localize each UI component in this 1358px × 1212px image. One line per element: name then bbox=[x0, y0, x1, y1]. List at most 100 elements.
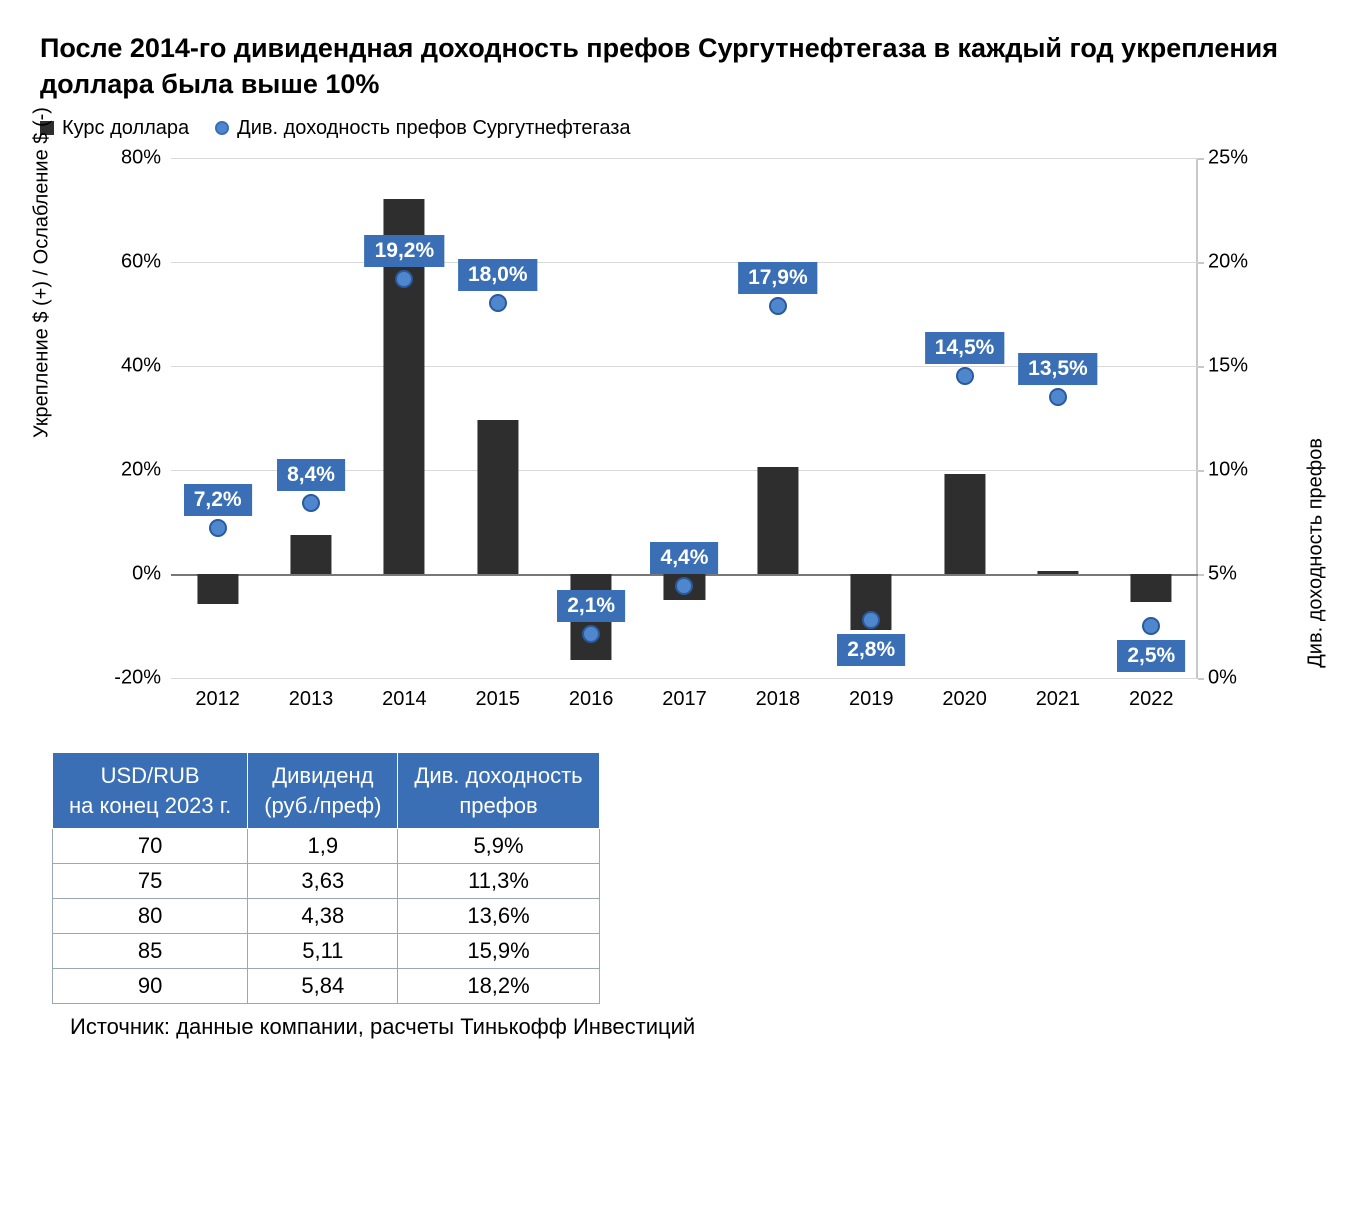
legend-item-bar: Курс доллара bbox=[40, 117, 189, 140]
bar bbox=[477, 420, 518, 573]
data-label: 2,1% bbox=[557, 590, 625, 622]
legend-item-point: Див. доходность префов Сургутнефтегаза bbox=[215, 117, 630, 140]
bar bbox=[197, 574, 238, 604]
ytick-left: 20% bbox=[101, 458, 171, 481]
category: 14,5%2020 bbox=[918, 158, 1011, 678]
data-label: 17,9% bbox=[738, 262, 818, 294]
data-label: 2,5% bbox=[1117, 640, 1185, 672]
right-tick-mark bbox=[1198, 470, 1204, 472]
table-cell: 5,84 bbox=[248, 969, 398, 1004]
right-tick-mark bbox=[1198, 262, 1204, 264]
ytick-left: 0% bbox=[101, 562, 171, 585]
table-cell: 5,9% bbox=[398, 829, 599, 864]
data-point bbox=[395, 270, 413, 288]
legend-label-bar: Курс доллара bbox=[62, 117, 189, 140]
data-label: 2,8% bbox=[837, 634, 905, 666]
x-tick-label: 2017 bbox=[638, 678, 731, 711]
table-cell: 3,63 bbox=[248, 864, 398, 899]
bar bbox=[290, 535, 331, 574]
ytick-right: 0% bbox=[1198, 666, 1268, 689]
table-cell: 18,2% bbox=[398, 969, 599, 1004]
right-tick-mark bbox=[1198, 574, 1204, 576]
scenario-table: USD/RUBна конец 2023 г.Дивиденд(руб./пре… bbox=[52, 752, 600, 1004]
x-tick-label: 2012 bbox=[171, 678, 264, 711]
chart: Укрепление $ (+) / Ослабление $ (-) Див.… bbox=[40, 158, 1318, 718]
table-row: 855,1115,9% bbox=[53, 934, 600, 969]
data-point bbox=[769, 297, 787, 315]
table-row: 804,3813,6% bbox=[53, 899, 600, 934]
dot-swatch-icon bbox=[215, 121, 229, 135]
bar bbox=[944, 474, 985, 574]
table-cell: 4,38 bbox=[248, 899, 398, 934]
data-label: 13,5% bbox=[1018, 353, 1098, 385]
table-cell: 75 bbox=[53, 864, 248, 899]
data-point bbox=[956, 367, 974, 385]
bar bbox=[1037, 571, 1078, 574]
category: 4,4%2017 bbox=[638, 158, 731, 678]
legend-label-point: Див. доходность префов Сургутнефтегаза bbox=[237, 117, 630, 140]
data-point bbox=[1142, 617, 1160, 635]
table-cell: 80 bbox=[53, 899, 248, 934]
x-tick-label: 2022 bbox=[1105, 678, 1198, 711]
table-cell: 15,9% bbox=[398, 934, 599, 969]
ytick-right: 25% bbox=[1198, 146, 1268, 169]
x-tick-label: 2021 bbox=[1011, 678, 1104, 711]
ytick-right: 15% bbox=[1198, 354, 1268, 377]
chart-title: После 2014-го дивидендная доходность пре… bbox=[40, 30, 1318, 103]
x-tick-label: 2018 bbox=[731, 678, 824, 711]
x-tick-label: 2020 bbox=[918, 678, 1011, 711]
data-label: 14,5% bbox=[925, 332, 1005, 364]
category: 17,9%2018 bbox=[731, 158, 824, 678]
category: 8,4%2013 bbox=[264, 158, 357, 678]
legend: Курс доллара Див. доходность префов Сург… bbox=[40, 117, 1318, 140]
bar bbox=[757, 467, 798, 574]
ytick-right: 20% bbox=[1198, 250, 1268, 273]
ytick-left: 80% bbox=[101, 146, 171, 169]
table-cell: 11,3% bbox=[398, 864, 599, 899]
table-cell: 13,6% bbox=[398, 899, 599, 934]
ytick-left: 60% bbox=[101, 250, 171, 273]
category: 7,2%2012 bbox=[171, 158, 264, 678]
table-cell: 85 bbox=[53, 934, 248, 969]
right-tick-mark bbox=[1198, 158, 1204, 160]
x-tick-label: 2019 bbox=[825, 678, 918, 711]
x-tick-label: 2013 bbox=[264, 678, 357, 711]
category: 19,2%2014 bbox=[358, 158, 451, 678]
y-axis-left-title: Укрепление $ (+) / Ослабление $ (-) bbox=[31, 107, 54, 438]
data-label: 4,4% bbox=[651, 542, 719, 574]
data-label: 7,2% bbox=[184, 484, 252, 516]
table-cell: 1,9 bbox=[248, 829, 398, 864]
ytick-left: -20% bbox=[101, 666, 171, 689]
source-note: Источник: данные компании, расчеты Тиньк… bbox=[70, 1014, 1318, 1040]
table-header-cell: Дивиденд(руб./преф) bbox=[248, 752, 398, 828]
table-header-cell: Див. доходностьпрефов bbox=[398, 752, 599, 828]
plot-area: -20%0%0%5%20%10%40%15%60%20%80%25%7,2%20… bbox=[170, 158, 1198, 678]
ytick-left: 40% bbox=[101, 354, 171, 377]
table-header-cell: USD/RUBна конец 2023 г. bbox=[53, 752, 248, 828]
data-point bbox=[209, 519, 227, 537]
data-label: 19,2% bbox=[365, 235, 445, 267]
x-tick-label: 2016 bbox=[544, 678, 637, 711]
ytick-right: 5% bbox=[1198, 562, 1268, 585]
right-tick-mark bbox=[1198, 366, 1204, 368]
category: 18,0%2015 bbox=[451, 158, 544, 678]
data-label: 18,0% bbox=[458, 259, 538, 291]
data-point bbox=[862, 611, 880, 629]
ytick-right: 10% bbox=[1198, 458, 1268, 481]
data-point bbox=[302, 494, 320, 512]
data-point bbox=[489, 294, 507, 312]
table-row: 701,95,9% bbox=[53, 829, 600, 864]
x-tick-label: 2014 bbox=[358, 678, 451, 711]
table-cell: 5,11 bbox=[248, 934, 398, 969]
y-axis-right-title: Див. доходность префов bbox=[1305, 438, 1328, 668]
table-row: 753,6311,3% bbox=[53, 864, 600, 899]
table-row: 905,8418,2% bbox=[53, 969, 600, 1004]
category: 2,5%2022 bbox=[1105, 158, 1198, 678]
category: 13,5%2021 bbox=[1011, 158, 1104, 678]
right-tick-mark bbox=[1198, 678, 1204, 680]
data-label: 8,4% bbox=[277, 459, 345, 491]
table-cell: 70 bbox=[53, 829, 248, 864]
table-cell: 90 bbox=[53, 969, 248, 1004]
x-tick-label: 2015 bbox=[451, 678, 544, 711]
category: 2,1%2016 bbox=[544, 158, 637, 678]
